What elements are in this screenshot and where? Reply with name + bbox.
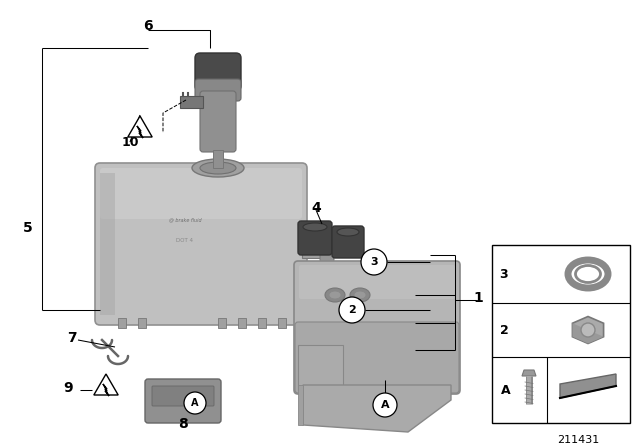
Bar bbox=[238, 318, 246, 328]
FancyBboxPatch shape bbox=[320, 244, 334, 262]
Text: 6: 6 bbox=[143, 19, 153, 33]
Ellipse shape bbox=[575, 266, 600, 283]
Polygon shape bbox=[128, 116, 152, 137]
FancyBboxPatch shape bbox=[332, 226, 364, 258]
Text: A: A bbox=[501, 383, 511, 396]
Polygon shape bbox=[94, 374, 118, 395]
FancyBboxPatch shape bbox=[200, 91, 236, 152]
Bar bbox=[218, 318, 226, 328]
Polygon shape bbox=[298, 345, 343, 390]
FancyBboxPatch shape bbox=[195, 53, 241, 91]
Text: 7: 7 bbox=[67, 331, 77, 345]
Text: 3: 3 bbox=[500, 267, 508, 280]
Bar bbox=[492, 245, 630, 423]
Text: 2: 2 bbox=[500, 323, 508, 336]
Text: 5: 5 bbox=[23, 221, 33, 235]
Text: @ brake fluid: @ brake fluid bbox=[169, 217, 202, 223]
FancyBboxPatch shape bbox=[294, 261, 460, 394]
Ellipse shape bbox=[329, 291, 341, 299]
FancyBboxPatch shape bbox=[295, 322, 459, 393]
Ellipse shape bbox=[337, 228, 359, 236]
Ellipse shape bbox=[354, 291, 366, 299]
FancyBboxPatch shape bbox=[299, 265, 455, 299]
Bar bbox=[118, 318, 126, 328]
Polygon shape bbox=[303, 385, 451, 432]
Text: 4: 4 bbox=[311, 201, 321, 215]
Polygon shape bbox=[180, 96, 203, 108]
Polygon shape bbox=[522, 370, 536, 376]
Circle shape bbox=[581, 323, 595, 337]
Text: A: A bbox=[191, 398, 199, 408]
Circle shape bbox=[373, 393, 397, 417]
Text: 8: 8 bbox=[178, 417, 188, 431]
Circle shape bbox=[339, 297, 365, 323]
Text: A: A bbox=[381, 400, 389, 410]
Ellipse shape bbox=[303, 223, 327, 231]
Bar bbox=[278, 318, 286, 328]
Polygon shape bbox=[298, 385, 303, 425]
FancyBboxPatch shape bbox=[95, 163, 307, 325]
Bar bbox=[258, 318, 266, 328]
FancyBboxPatch shape bbox=[145, 379, 221, 423]
Bar bbox=[302, 248, 324, 258]
Polygon shape bbox=[103, 384, 109, 396]
Text: 10: 10 bbox=[121, 135, 139, 148]
Text: 1: 1 bbox=[473, 291, 483, 305]
Ellipse shape bbox=[325, 288, 345, 302]
FancyBboxPatch shape bbox=[152, 386, 214, 406]
Text: 211431: 211431 bbox=[557, 435, 599, 445]
Polygon shape bbox=[137, 126, 143, 138]
Text: 2: 2 bbox=[348, 305, 356, 315]
FancyBboxPatch shape bbox=[195, 79, 241, 101]
Ellipse shape bbox=[350, 288, 370, 302]
Bar bbox=[213, 150, 223, 168]
Text: 9: 9 bbox=[63, 381, 73, 395]
Text: DOT 4: DOT 4 bbox=[177, 237, 193, 242]
Polygon shape bbox=[572, 323, 604, 344]
Polygon shape bbox=[572, 316, 604, 344]
Bar bbox=[138, 318, 146, 328]
FancyBboxPatch shape bbox=[298, 221, 332, 255]
Polygon shape bbox=[100, 173, 115, 315]
Text: 3: 3 bbox=[370, 257, 378, 267]
Polygon shape bbox=[560, 374, 616, 398]
Ellipse shape bbox=[192, 159, 244, 177]
FancyBboxPatch shape bbox=[100, 168, 302, 219]
Ellipse shape bbox=[200, 162, 236, 174]
Circle shape bbox=[184, 392, 206, 414]
Circle shape bbox=[361, 249, 387, 275]
